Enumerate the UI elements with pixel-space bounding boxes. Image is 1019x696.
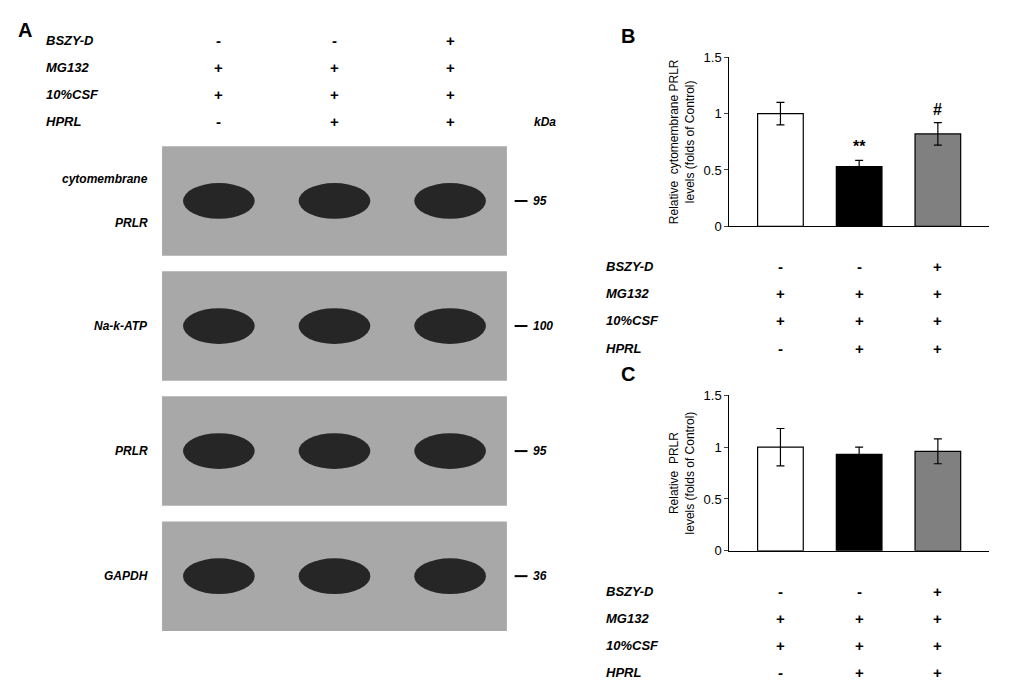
- svg-text:B: B: [621, 25, 635, 47]
- svg-text:GAPDH: GAPDH: [104, 569, 148, 583]
- svg-text:-: -: [778, 258, 783, 275]
- svg-text:+: +: [446, 32, 455, 49]
- svg-text:+: +: [776, 285, 785, 302]
- svg-text:1: 1: [714, 106, 721, 121]
- svg-text:+: +: [776, 637, 785, 654]
- svg-text:PRLR: PRLR: [115, 216, 148, 230]
- svg-text:-: -: [778, 664, 783, 681]
- svg-text:MG132: MG132: [606, 611, 649, 626]
- svg-text:+: +: [855, 285, 864, 302]
- svg-text:+: +: [776, 610, 785, 627]
- svg-text:BSZY-D: BSZY-D: [46, 33, 94, 48]
- svg-text:BSZY-D: BSZY-D: [606, 259, 654, 274]
- svg-text:+: +: [330, 59, 339, 76]
- svg-text:#: #: [933, 101, 942, 118]
- svg-text:C: C: [621, 363, 635, 385]
- svg-text:BSZY-D: BSZY-D: [606, 584, 654, 599]
- svg-text:+: +: [330, 113, 339, 130]
- svg-text:10%CSF: 10%CSF: [606, 313, 659, 328]
- svg-text:PRLR: PRLR: [115, 444, 148, 458]
- svg-text:10%CSF: 10%CSF: [46, 87, 99, 102]
- svg-text:-: -: [216, 113, 221, 130]
- svg-text:+: +: [933, 637, 942, 654]
- svg-text:**: **: [853, 138, 866, 155]
- svg-text:MG132: MG132: [606, 286, 649, 301]
- svg-text:+: +: [933, 340, 942, 357]
- svg-text:+: +: [446, 59, 455, 76]
- svg-text:+: +: [855, 664, 864, 681]
- svg-text:HPRL: HPRL: [46, 114, 81, 129]
- svg-text:95: 95: [533, 444, 547, 458]
- svg-text:+: +: [214, 59, 223, 76]
- svg-text:+: +: [933, 258, 942, 275]
- svg-text:+: +: [933, 285, 942, 302]
- svg-text:+: +: [214, 86, 223, 103]
- svg-text:95: 95: [533, 194, 547, 208]
- svg-text:+: +: [855, 637, 864, 654]
- svg-text:10%CSF: 10%CSF: [606, 638, 659, 653]
- svg-text:MG132: MG132: [46, 60, 89, 75]
- svg-text:+: +: [855, 610, 864, 627]
- svg-text:Na-k-ATP: Na-k-ATP: [94, 319, 148, 333]
- svg-text:-: -: [216, 32, 221, 49]
- svg-text:+: +: [933, 583, 942, 600]
- svg-text:+: +: [933, 664, 942, 681]
- svg-text:+: +: [855, 312, 864, 329]
- svg-text:100: 100: [533, 319, 553, 333]
- svg-text:-: -: [332, 32, 337, 49]
- svg-text:0: 0: [714, 543, 721, 558]
- svg-text:+: +: [933, 610, 942, 627]
- svg-text:A: A: [18, 19, 32, 41]
- svg-text:kDa: kDa: [534, 115, 556, 129]
- svg-text:+: +: [446, 86, 455, 103]
- svg-text:Relative cytomembrane PRLRlev: Relative cytomembrane PRLRlevels (folds …: [667, 59, 697, 224]
- svg-text:0.5: 0.5: [704, 492, 722, 507]
- svg-text:Relative PRLRlevels (folds of: Relative PRLRlevels (folds of Control): [667, 412, 697, 535]
- svg-text:-: -: [857, 258, 862, 275]
- svg-text:1.5: 1.5: [704, 388, 722, 403]
- svg-text:HPRL: HPRL: [606, 665, 641, 680]
- svg-text:1: 1: [714, 440, 721, 455]
- svg-text:0.5: 0.5: [704, 163, 722, 178]
- svg-text:0: 0: [714, 219, 721, 234]
- svg-text:+: +: [776, 312, 785, 329]
- svg-text:+: +: [330, 86, 339, 103]
- svg-text:1.5: 1.5: [704, 50, 722, 65]
- svg-text:-: -: [778, 340, 783, 357]
- svg-text:36: 36: [533, 569, 547, 583]
- svg-text:-: -: [857, 583, 862, 600]
- svg-text:HPRL: HPRL: [606, 341, 641, 356]
- svg-text:+: +: [446, 113, 455, 130]
- svg-text:-: -: [778, 583, 783, 600]
- svg-text:+: +: [855, 340, 864, 357]
- svg-text:cytomembrane: cytomembrane: [62, 172, 148, 186]
- svg-text:+: +: [933, 312, 942, 329]
